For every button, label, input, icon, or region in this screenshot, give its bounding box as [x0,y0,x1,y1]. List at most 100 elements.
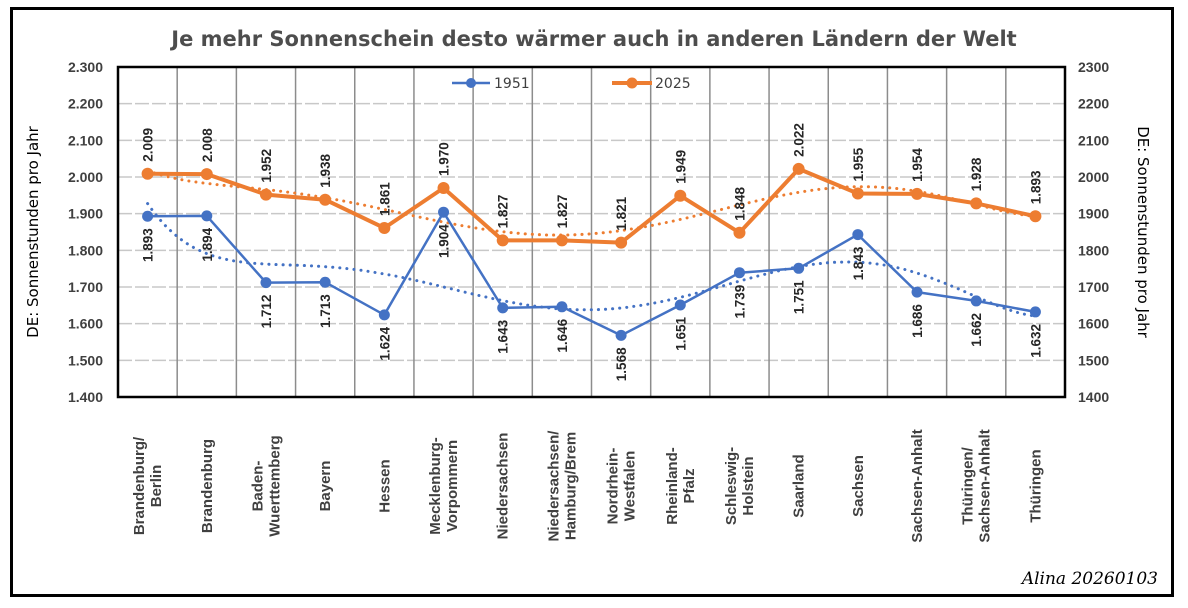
data-label-1951: 1.651 [673,316,688,350]
series-line-2025 [147,166,1036,245]
data-label-1951: 1.568 [614,347,629,381]
category-label: Holstein [740,456,757,515]
data-point-2025 [319,193,332,206]
signature: Alina 20260103 [1020,569,1158,589]
y-axis-right: 1400 1500 1600 1700 1800 1900 2000 2100 2200 2300 [1078,59,1109,405]
y-tick-right: 1800 [1078,242,1109,258]
data-point-1951 [615,329,627,341]
y-axis-left: 1.400 1.500 1.600 1.700 1.800 1.900 2.000 2.100… [68,59,103,405]
data-point-1951 [497,302,509,314]
data-point-2025 [911,187,924,200]
data-label-2025: 1.949 [673,150,688,184]
y-tick-left: 2.100 [68,132,103,148]
gridlines [118,66,1065,398]
series-line-1951 [147,210,1036,337]
category-label: Nordrhein- [605,448,622,525]
trendlines [146,169,1037,318]
data-label-2025: 1.938 [318,153,333,187]
data-point-2025 [970,197,983,210]
legend-marker-1951 [466,78,476,88]
data-label-1951: 1.712 [259,295,274,329]
data-label-1951: 1.643 [496,319,511,353]
x-axis-categories: Brandenburg/Berlin Brandenburg Baden- Wuert… [131,429,1044,542]
data-label-1951: 1.662 [969,313,984,347]
legend-item-1951[interactable]: 1951 [452,76,530,92]
data-point-1951 [852,229,864,241]
data-point-2025 [851,187,864,200]
data-point-2025 [792,162,805,175]
data-point-2025 [733,226,746,239]
data-label-1951: 1.904 [437,224,452,258]
category-label: Hamburg/Brem [562,432,579,540]
data-label-2025: 1.861 [377,182,392,216]
legend-marker-2025 [626,77,638,89]
category-label: Rheinland- [664,447,681,525]
y-tick-left: 1.800 [68,242,103,258]
series-lines [141,162,1042,341]
category-label: Bayern [317,461,334,512]
category-label: Niedersachsen [495,433,512,540]
category-label: Thüringen [1027,449,1044,522]
category-label: Vorpommern [444,440,461,532]
y-tick-left: 1.700 [68,279,103,295]
trendline-1951 [146,202,1037,318]
trendline-2025 [146,169,1037,237]
data-point-2025 [437,182,450,194]
category-label: Mecklenburg- [427,437,444,535]
y-tick-right: 1600 [1078,316,1109,332]
y-axis-label-right: DE: Sonnenstunden pro Jahr [1134,126,1152,338]
data-point-1951 [970,295,982,307]
data-point-1951 [911,286,923,298]
y-tick-right: 1700 [1078,279,1109,295]
legend-label-2025: 2025 [655,76,691,92]
data-label-1951: 1.632 [1028,324,1043,358]
data-point-1951 [793,262,805,274]
data-label-2025: 1.954 [910,148,925,182]
y-tick-right: 1500 [1078,352,1109,368]
category-label: Baden- [249,461,266,512]
category-label: Hessen [376,459,393,512]
y-tick-right: 2300 [1078,59,1109,75]
category-label: Schleswig- [723,447,740,525]
data-point-2025 [200,168,213,181]
data-point-2025 [141,167,154,180]
category-label: Brandenburg [199,439,216,533]
data-label-2025: 1.893 [1028,170,1043,204]
data-label-1951: 1.893 [141,228,156,262]
data-label-1951: 1.843 [851,246,866,280]
data-label-2025: 1.827 [496,195,511,229]
category-label: Westfalen [622,451,639,522]
data-point-1951 [378,309,390,321]
data-point-2025 [259,188,272,201]
data-point-1951 [142,210,154,222]
y-tick-left: 2.000 [68,169,103,185]
data-label-1951: 1.624 [377,326,392,360]
data-label-1951: 1.894 [200,227,215,261]
data-point-2025 [615,236,628,249]
legend: 1951 2025 [452,76,691,92]
legend-item-2025[interactable]: 2025 [612,76,691,92]
data-point-2025 [496,234,509,247]
data-point-1951 [674,299,686,311]
data-label-2025: 2.022 [792,123,807,157]
category-label: Sachsen [850,455,867,517]
data-point-1951 [201,210,213,222]
data-label-1951: 1.751 [792,280,807,314]
y-tick-left: 2.200 [68,96,103,112]
y-tick-left: 2.300 [68,59,103,75]
data-label-2025: 1.970 [437,142,452,176]
data-point-1951 [260,277,272,289]
data-label-2025: 2.009 [141,128,156,162]
data-label-2025: 2.008 [200,128,215,162]
category-label: Brandenburg/ [131,436,148,535]
data-label-2025: 1.827 [555,195,570,229]
data-label-1951: 1.646 [555,318,570,352]
category-label: Berlin [148,465,165,508]
category-label: Niedersachsen/ [545,430,562,542]
category-label: Sachsen-Anhalt [977,429,994,542]
data-point-1951 [556,301,568,313]
y-tick-right: 2100 [1078,132,1109,148]
data-label-2025: 1.848 [732,186,747,220]
data-point-2025 [1029,210,1042,223]
